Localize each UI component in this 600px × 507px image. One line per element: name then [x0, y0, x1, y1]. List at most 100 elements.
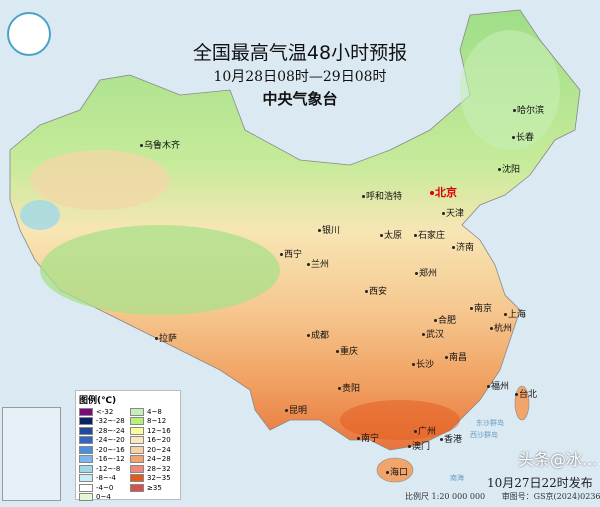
- city-label: 天津: [442, 206, 464, 219]
- legend-item: -12~-8: [79, 464, 125, 474]
- south-china-sea-inset: [2, 407, 61, 501]
- legend-item: <-32: [79, 407, 125, 417]
- legend-item: -32~-28: [79, 417, 125, 427]
- legend-label: -4~0: [96, 483, 114, 492]
- legend-column: <-32 -32~-28 -28~-24 -24~-20 -20~-16 -16~-12-…: [79, 407, 125, 502]
- city-label: 石家庄: [414, 228, 445, 241]
- legend-item: 16~20: [130, 436, 171, 446]
- legend-label: -32~-28: [96, 417, 125, 426]
- scale: 比例尺 1:20 000 000: [405, 492, 486, 501]
- watermark: 头条@冰...: [518, 450, 598, 469]
- city-label: 呼和浩特: [362, 189, 402, 202]
- legend-item: 24~28: [130, 455, 171, 465]
- city-label: 西宁: [280, 247, 302, 260]
- city-label: 杭州: [490, 321, 512, 334]
- legend-swatch: [79, 483, 93, 492]
- legend-label: <-32: [96, 407, 114, 416]
- legend: 图例(℃) <-32 -32~-28 -28~-24 -24~-20 -20~-16 -1…: [75, 390, 181, 502]
- legend-swatch: [79, 455, 93, 464]
- legend-label: 24~28: [147, 455, 171, 464]
- cold-zone: [20, 200, 60, 230]
- legend-item: -24~-20: [79, 436, 125, 446]
- legend-item: -28~-24: [79, 426, 125, 436]
- city-label: 乌鲁木齐: [140, 138, 180, 151]
- city-label: 长春: [512, 130, 534, 143]
- legend-swatch: [79, 493, 93, 502]
- legend-label: 20~24: [147, 445, 171, 454]
- city-label: 拉萨: [155, 331, 177, 344]
- legend-label: 28~32: [147, 464, 171, 473]
- legend-swatch: [130, 483, 144, 492]
- legend-label: -8~-4: [96, 474, 116, 483]
- legend-swatch: [130, 417, 144, 426]
- legend-swatch: [79, 445, 93, 454]
- legend-item: 0~4: [79, 493, 125, 503]
- city-label: 南昌: [445, 350, 467, 363]
- legend-swatch: [79, 436, 93, 445]
- legend-label: 8~12: [147, 417, 167, 426]
- legend-label: -12~-8: [96, 464, 121, 473]
- city-label: 西安: [365, 284, 387, 297]
- city-label: 福州: [487, 379, 509, 392]
- city-label: 郑州: [415, 266, 437, 279]
- legend-item: -20~-16: [79, 445, 125, 455]
- city-label: 沈阳: [498, 162, 520, 175]
- legend-item: -16~-12: [79, 455, 125, 465]
- legend-swatch: [130, 455, 144, 464]
- legend-label: 16~20: [147, 436, 171, 445]
- legend-swatch: [79, 464, 93, 473]
- legend-label: ≥35: [147, 483, 162, 492]
- forecast-period: 10月28日08时—29日08时: [213, 69, 387, 85]
- city-label: 重庆: [336, 344, 358, 357]
- city-label: 长沙: [412, 357, 434, 370]
- legend-swatch: [79, 474, 93, 483]
- legend-swatch: [130, 407, 144, 416]
- city-label: 北京: [430, 184, 457, 200]
- legend-item: 12~16: [130, 426, 171, 436]
- legend-swatch: [130, 445, 144, 454]
- map-title: 全国最高气温48小时预报: [192, 42, 408, 64]
- legend-swatch: [79, 417, 93, 426]
- plateau-zone: [40, 225, 280, 315]
- issued-time: 10月27日22时发布: [487, 476, 593, 490]
- city-label: 武汉: [422, 327, 444, 340]
- legend-title: 图例(℃): [79, 396, 117, 406]
- city-label: 银川: [318, 223, 340, 236]
- northeast-zone: [460, 30, 560, 150]
- legend-item: 20~24: [130, 445, 171, 455]
- city-label: 合肥: [434, 313, 456, 326]
- legend-swatch: [130, 426, 144, 435]
- legend-swatch: [130, 436, 144, 445]
- island-label: 东沙群岛: [476, 419, 504, 427]
- city-label: 兰州: [307, 257, 329, 270]
- legend-label: -16~-12: [96, 455, 125, 464]
- island-label: 西沙群岛: [470, 431, 498, 439]
- city-label: 哈尔滨: [513, 103, 544, 116]
- legend-swatch: [130, 474, 144, 483]
- legend-label: 0~4: [96, 493, 111, 502]
- legend-column: 4~8 8~12 12~16 16~20 20~24 24~28 28~32 32~35 ≥35: [130, 407, 171, 493]
- legend-item: -4~0: [79, 483, 125, 493]
- legend-label: -20~-16: [96, 445, 125, 454]
- sea-label: 南海: [450, 474, 464, 482]
- legend-item: -8~-4: [79, 474, 125, 484]
- city-label: 南宁: [357, 431, 379, 444]
- legend-swatch: [130, 464, 144, 473]
- map-number: 审图号：GS京(2024)0236号: [501, 492, 600, 501]
- issuer: 中央气象台: [262, 90, 338, 108]
- legend-label: 4~8: [147, 407, 162, 416]
- legend-item: 28~32: [130, 464, 171, 474]
- footer: 比例尺 1:20 000 000 审图号：GS京(2024)0236号: [405, 491, 600, 502]
- cma-logo: [7, 12, 51, 56]
- legend-item: 8~12: [130, 417, 171, 427]
- city-label: 台北: [515, 387, 537, 400]
- city-label: 上海: [504, 307, 526, 320]
- legend-swatch: [79, 407, 93, 416]
- city-label: 昆明: [285, 403, 307, 416]
- legend-item: 4~8: [130, 407, 171, 417]
- mainland: [9, 9, 581, 451]
- legend-item: 32~35: [130, 474, 171, 484]
- legend-label: 32~35: [147, 474, 171, 483]
- city-label: 太原: [380, 228, 402, 241]
- legend-label: 12~16: [147, 426, 171, 435]
